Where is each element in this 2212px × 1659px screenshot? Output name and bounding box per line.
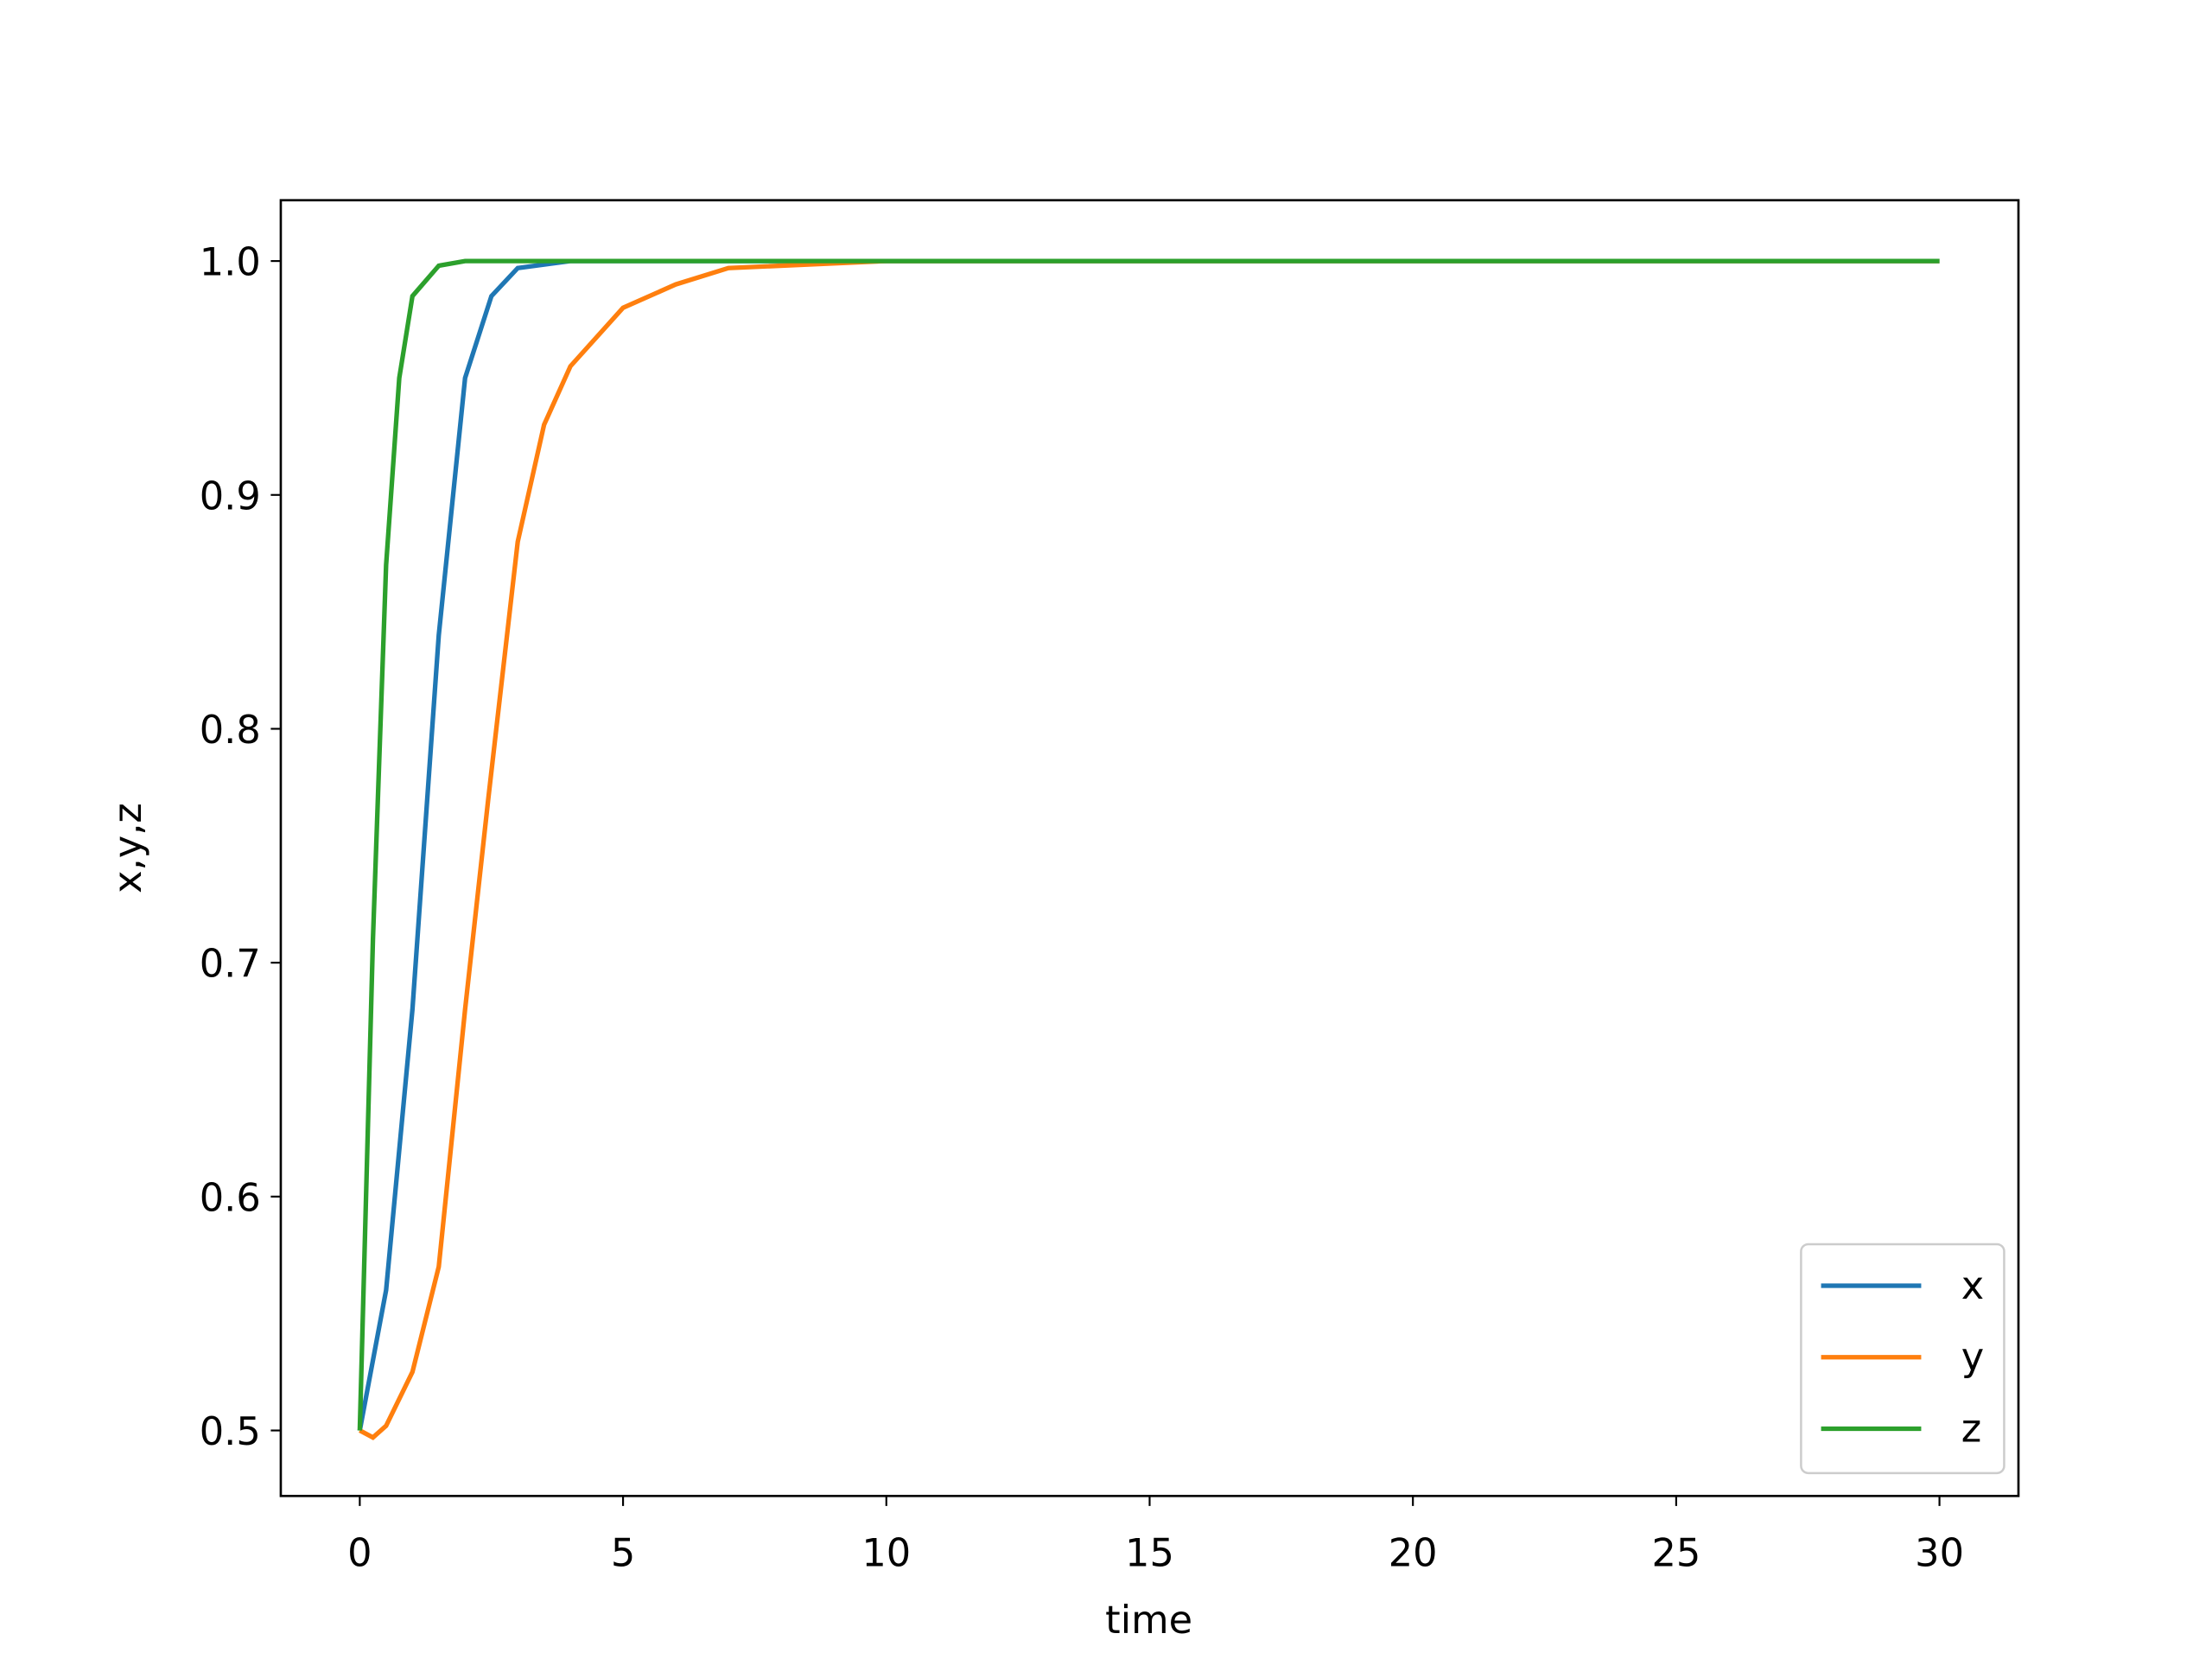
plot-frame (279, 199, 2020, 1497)
x-tick-label: 30 (1915, 1530, 1964, 1575)
x-tick-label: 25 (1651, 1530, 1700, 1575)
y-tick-label: 1.0 (200, 240, 261, 285)
x-tick-label: 5 (611, 1530, 635, 1575)
y-tick-label: 0.7 (200, 942, 261, 987)
x-tick-label: 20 (1389, 1530, 1438, 1575)
legend-label: z (1961, 1406, 1981, 1451)
x-tick-label: 15 (1125, 1530, 1174, 1575)
y-tick-label: 0.6 (200, 1175, 261, 1220)
y-tick-label: 0.5 (200, 1409, 261, 1454)
line-series (357, 258, 1940, 1432)
legend-label: y (1961, 1335, 1984, 1380)
y-tick-label: 0.9 (200, 474, 261, 518)
line-series (357, 258, 1940, 1431)
line-series (359, 258, 1940, 1440)
x-tick-label: 10 (861, 1530, 911, 1575)
y-axis-label: x,y,z (105, 803, 150, 893)
x-tick-label: 0 (347, 1530, 372, 1575)
legend-label: x (1961, 1263, 1984, 1308)
x-axis-label: time (1105, 1598, 1192, 1643)
y-tick-label: 0.8 (200, 708, 261, 753)
